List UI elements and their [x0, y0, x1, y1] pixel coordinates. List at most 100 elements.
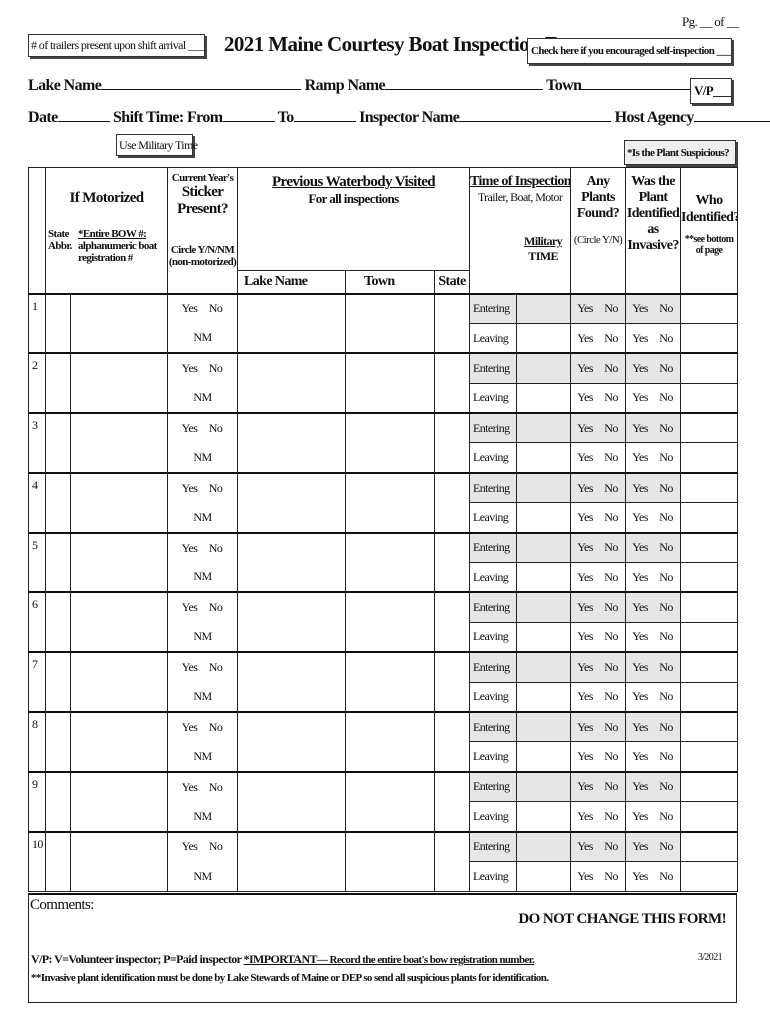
nm-option[interactable]: NM — [167, 622, 238, 653]
who-leaving-cell[interactable] — [680, 442, 739, 474]
prev-state-cell[interactable] — [433, 292, 471, 354]
who-entering-cell[interactable] — [680, 292, 739, 324]
yes-option[interactable]: Yes — [632, 689, 648, 704]
host-agency-field[interactable] — [693, 108, 770, 122]
yes-option[interactable]: Yes — [577, 629, 593, 644]
yes-option[interactable]: Yes — [632, 390, 648, 405]
no-option[interactable]: No — [604, 808, 618, 823]
yes-option[interactable]: Yes — [632, 569, 648, 584]
no-option[interactable]: No — [659, 808, 673, 823]
entering-time-cell[interactable] — [516, 710, 572, 743]
no-option[interactable]: No — [659, 330, 673, 345]
prev-town-cell[interactable] — [345, 651, 435, 713]
no-option[interactable]: No — [604, 540, 618, 555]
yes-option[interactable]: Yes — [632, 719, 648, 734]
bow-number-cell[interactable] — [70, 471, 168, 534]
yes-option[interactable]: Yes — [181, 301, 198, 316]
who-leaving-cell[interactable] — [680, 860, 739, 892]
yes-option[interactable]: Yes — [577, 600, 593, 615]
entering-time-cell[interactable] — [516, 292, 572, 324]
no-option[interactable]: No — [659, 420, 673, 435]
no-option[interactable]: No — [659, 360, 673, 375]
prev-lake-cell[interactable] — [237, 471, 346, 534]
yes-option[interactable]: Yes — [577, 450, 593, 465]
shift-to-field[interactable] — [293, 108, 356, 122]
bow-number-cell[interactable] — [70, 651, 168, 713]
yes-option[interactable]: Yes — [577, 301, 593, 316]
trailers-count-field[interactable]: # of trailers present upon shift arrival… — [28, 34, 205, 57]
who-leaving-cell[interactable] — [680, 621, 739, 653]
no-option[interactable]: No — [659, 600, 673, 615]
who-entering-cell[interactable] — [680, 770, 739, 803]
yes-option[interactable]: Yes — [577, 330, 593, 345]
leaving-time-cell[interactable] — [516, 741, 572, 773]
yes-option[interactable]: Yes — [577, 540, 593, 555]
state-abbr-cell[interactable] — [45, 830, 71, 892]
entering-time-cell[interactable] — [516, 830, 572, 862]
prev-state-cell[interactable] — [433, 830, 471, 892]
state-abbr-cell[interactable] — [45, 531, 71, 593]
comments-box[interactable]: Comments: DO NOT CHANGE THIS FORM! V/P: … — [28, 893, 737, 1003]
who-leaving-cell[interactable] — [680, 741, 739, 773]
prev-state-cell[interactable] — [433, 770, 471, 833]
who-leaving-cell[interactable] — [680, 322, 739, 354]
no-option[interactable]: No — [208, 779, 223, 794]
who-entering-cell[interactable] — [680, 412, 739, 444]
nm-option[interactable]: NM — [167, 323, 238, 354]
town-field[interactable] — [581, 76, 704, 90]
entering-time-cell[interactable] — [516, 531, 572, 564]
leaving-time-cell[interactable] — [516, 681, 572, 713]
page-number[interactable]: Pg. __ of __ — [682, 14, 739, 29]
no-option[interactable]: No — [208, 540, 223, 555]
prev-town-cell[interactable] — [345, 531, 435, 593]
no-option[interactable]: No — [604, 569, 618, 584]
prev-state-cell[interactable] — [433, 471, 471, 534]
no-option[interactable]: No — [659, 569, 673, 584]
leaving-time-cell[interactable] — [516, 621, 572, 653]
prev-lake-cell[interactable] — [237, 830, 346, 892]
nm-option[interactable]: NM — [167, 562, 238, 593]
yes-option[interactable]: Yes — [632, 868, 648, 883]
prev-lake-cell[interactable] — [237, 770, 346, 833]
bow-number-cell[interactable] — [70, 591, 168, 653]
prev-lake-cell[interactable] — [237, 651, 346, 713]
no-option[interactable]: No — [604, 689, 618, 704]
no-option[interactable]: No — [659, 509, 673, 524]
lake-name-field[interactable] — [101, 76, 302, 90]
bow-number-cell[interactable] — [70, 710, 168, 773]
no-option[interactable]: No — [604, 779, 618, 794]
prev-town-cell[interactable] — [345, 352, 435, 414]
leaving-time-cell[interactable] — [516, 442, 572, 474]
who-entering-cell[interactable] — [680, 352, 739, 384]
leaving-time-cell[interactable] — [516, 562, 572, 593]
yes-option[interactable]: Yes — [181, 600, 198, 615]
no-option[interactable]: No — [659, 779, 673, 794]
no-option[interactable]: No — [208, 301, 223, 316]
no-option[interactable]: No — [604, 839, 618, 854]
no-option[interactable]: No — [659, 839, 673, 854]
yes-option[interactable]: Yes — [181, 361, 198, 376]
yes-option[interactable]: Yes — [632, 450, 648, 465]
prev-state-cell[interactable] — [433, 591, 471, 653]
yes-option[interactable]: Yes — [577, 390, 593, 405]
yes-option[interactable]: Yes — [577, 719, 593, 734]
no-option[interactable]: No — [659, 629, 673, 644]
no-option[interactable]: No — [659, 659, 673, 674]
entering-time-cell[interactable] — [516, 651, 572, 683]
yes-option[interactable]: Yes — [632, 480, 648, 495]
state-abbr-cell[interactable] — [45, 471, 71, 534]
who-entering-cell[interactable] — [680, 591, 739, 623]
no-option[interactable]: No — [208, 839, 223, 854]
yes-option[interactable]: Yes — [181, 719, 198, 734]
yes-option[interactable]: Yes — [632, 301, 648, 316]
prev-lake-cell[interactable] — [237, 531, 346, 593]
leaving-time-cell[interactable] — [516, 502, 572, 534]
entering-time-cell[interactable] — [516, 412, 572, 444]
who-leaving-cell[interactable] — [680, 801, 739, 833]
state-abbr-cell[interactable] — [45, 770, 71, 833]
prev-state-cell[interactable] — [433, 651, 471, 713]
who-leaving-cell[interactable] — [680, 681, 739, 713]
state-abbr-cell[interactable] — [45, 591, 71, 653]
yes-option[interactable]: Yes — [632, 629, 648, 644]
no-option[interactable]: No — [659, 689, 673, 704]
